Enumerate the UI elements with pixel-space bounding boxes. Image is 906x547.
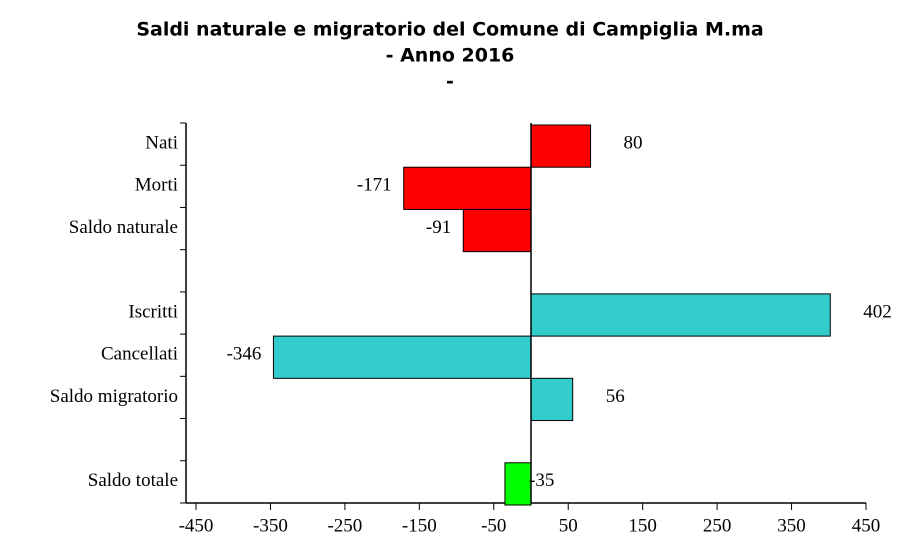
value-label: -35 bbox=[529, 470, 554, 491]
category-label: Cancellati bbox=[101, 344, 178, 365]
value-label: -346 bbox=[227, 344, 262, 365]
bar bbox=[530, 124, 592, 168]
value-label: -171 bbox=[357, 175, 392, 196]
x-tick-label: -250 bbox=[327, 515, 362, 536]
x-tick-label: 450 bbox=[852, 515, 881, 536]
chart-title: - Anno 2016 bbox=[386, 45, 515, 67]
category-label: Nati bbox=[145, 132, 178, 153]
value-label: 56 bbox=[606, 386, 625, 407]
value-label: 402 bbox=[863, 301, 892, 322]
bar bbox=[272, 335, 532, 379]
x-tick-label: 150 bbox=[628, 515, 657, 536]
bar bbox=[530, 293, 831, 337]
category-label: Iscritti bbox=[128, 301, 178, 322]
x-tick-label: -350 bbox=[253, 515, 288, 536]
x-tick-label: -50 bbox=[481, 515, 506, 536]
bar bbox=[462, 208, 532, 253]
x-tick-label: 50 bbox=[559, 515, 578, 536]
chart-title: - bbox=[446, 71, 454, 93]
category-label: Saldo naturale bbox=[69, 217, 178, 238]
x-tick-label: 350 bbox=[777, 515, 806, 536]
category-label: Morti bbox=[135, 175, 178, 196]
category-label: Saldo migratorio bbox=[50, 386, 178, 407]
x-tick-label: -450 bbox=[179, 515, 214, 536]
value-label: 80 bbox=[624, 132, 643, 153]
value-label: -91 bbox=[426, 217, 451, 238]
bar bbox=[530, 377, 574, 422]
chart-title: Saldi naturale e migratorio del Comune d… bbox=[136, 19, 763, 41]
bar bbox=[504, 462, 532, 506]
x-tick-label: -150 bbox=[402, 515, 437, 536]
category-label: Saldo totale bbox=[88, 470, 178, 491]
x-tick-label: 250 bbox=[703, 515, 732, 536]
bar bbox=[403, 166, 532, 210]
